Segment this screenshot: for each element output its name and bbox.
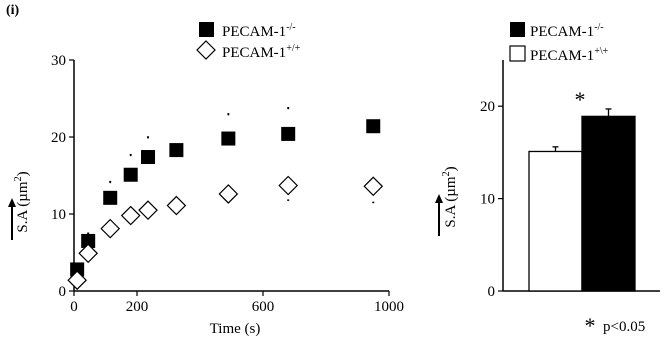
scatter-error-marks (76, 106, 375, 266)
bar-y-tick-label: 0 (488, 284, 496, 300)
bar-y-tick-label: 10 (480, 192, 495, 208)
data-point-wildtype (138, 200, 158, 220)
scatter-x-tick-label: 200 (126, 299, 149, 315)
bar-knockout (581, 115, 636, 292)
data-point-wildtype (100, 218, 121, 239)
bar-legend-label-knockout: PECAM-1-/- (530, 22, 604, 40)
scatter-legend: PECAM-1-/- PECAM-1+/+ (196, 22, 301, 61)
scatter-x-axis-label: Time (s) (210, 321, 261, 337)
data-point-wildtype (166, 195, 187, 216)
data-point-wildtype (78, 243, 99, 264)
data-point-wildtype (67, 270, 87, 291)
legend-marker-diamond (196, 40, 216, 60)
data-point-wildtype (120, 205, 141, 226)
data-point-knockout (123, 167, 138, 182)
scatter-chart: 0 10 20 30 0 200 600 1000 Time (s) S.A (µm2) PE… (8, 22, 404, 337)
data-point-knockout (169, 143, 184, 158)
bar-wildtype (528, 150, 583, 292)
bar-legend-marker-knockout (510, 22, 525, 37)
bar-legend: PECAM-1-/- PECAM-1+\+ (509, 22, 609, 64)
bar-chart: 0 10 20 * S.A (µm2) PECAM-1-/- PECAM-1+\+ (435, 22, 660, 300)
data-point-knockout (281, 126, 296, 141)
data-point-knockout (70, 262, 85, 277)
data-point-knockout (103, 190, 118, 205)
bar-legend-label-wildtype: PECAM-1+\+ (530, 46, 609, 64)
data-point-wildtype (218, 184, 239, 204)
bar-tick-labels: 0 10 20 (480, 99, 495, 300)
bar-legend-marker-wildtype (509, 45, 526, 62)
footnote-text: p<0.05 (603, 319, 645, 335)
scatter-y-tick-label: 20 (51, 130, 66, 146)
scatter-y-tick-label: 30 (51, 53, 66, 69)
bar-y-tick-label: 20 (480, 99, 495, 115)
data-point-wildtype (363, 176, 384, 197)
scatter-y-tick-label: 0 (59, 284, 67, 300)
significance-star: * (575, 87, 586, 112)
data-point-knockout (366, 119, 381, 134)
scatter-axes (69, 59, 390, 296)
scatter-y-axis-label-group: S.A (µm2) (8, 171, 31, 240)
bar-y-axis-label: S.A (µm2) (441, 166, 459, 227)
bars (528, 108, 636, 292)
scatter-y-arrow-head (8, 198, 16, 207)
bar-y-axis-label-group: S.A (µm2) (435, 166, 459, 236)
scatter-tick-labels: 0 10 20 30 0 200 600 1000 (51, 53, 404, 315)
scatter-y-tick-label: 10 (51, 207, 66, 223)
footnote-star: * (585, 313, 596, 338)
panel-label: (i) (6, 3, 20, 18)
legend-label-knockout: PECAM-1-/- (222, 22, 296, 40)
scatter-x-tick-label: 600 (252, 299, 275, 315)
scatter-points (67, 119, 384, 291)
scatter-x-tick-label: 0 (70, 299, 78, 315)
scatter-y-axis-label: S.A (µm2) (13, 171, 31, 232)
scatter-x-tick-label: 1000 (374, 299, 404, 315)
legend-label-wildtype: PECAM-1+/+ (222, 43, 301, 61)
data-point-knockout (81, 233, 96, 248)
data-point-knockout (141, 150, 156, 165)
footnote: * p<0.05 (585, 313, 646, 338)
data-point-knockout (221, 131, 236, 146)
legend-marker-square (199, 22, 214, 37)
data-point-wildtype (278, 175, 299, 196)
bar-y-arrow-head (435, 194, 443, 203)
